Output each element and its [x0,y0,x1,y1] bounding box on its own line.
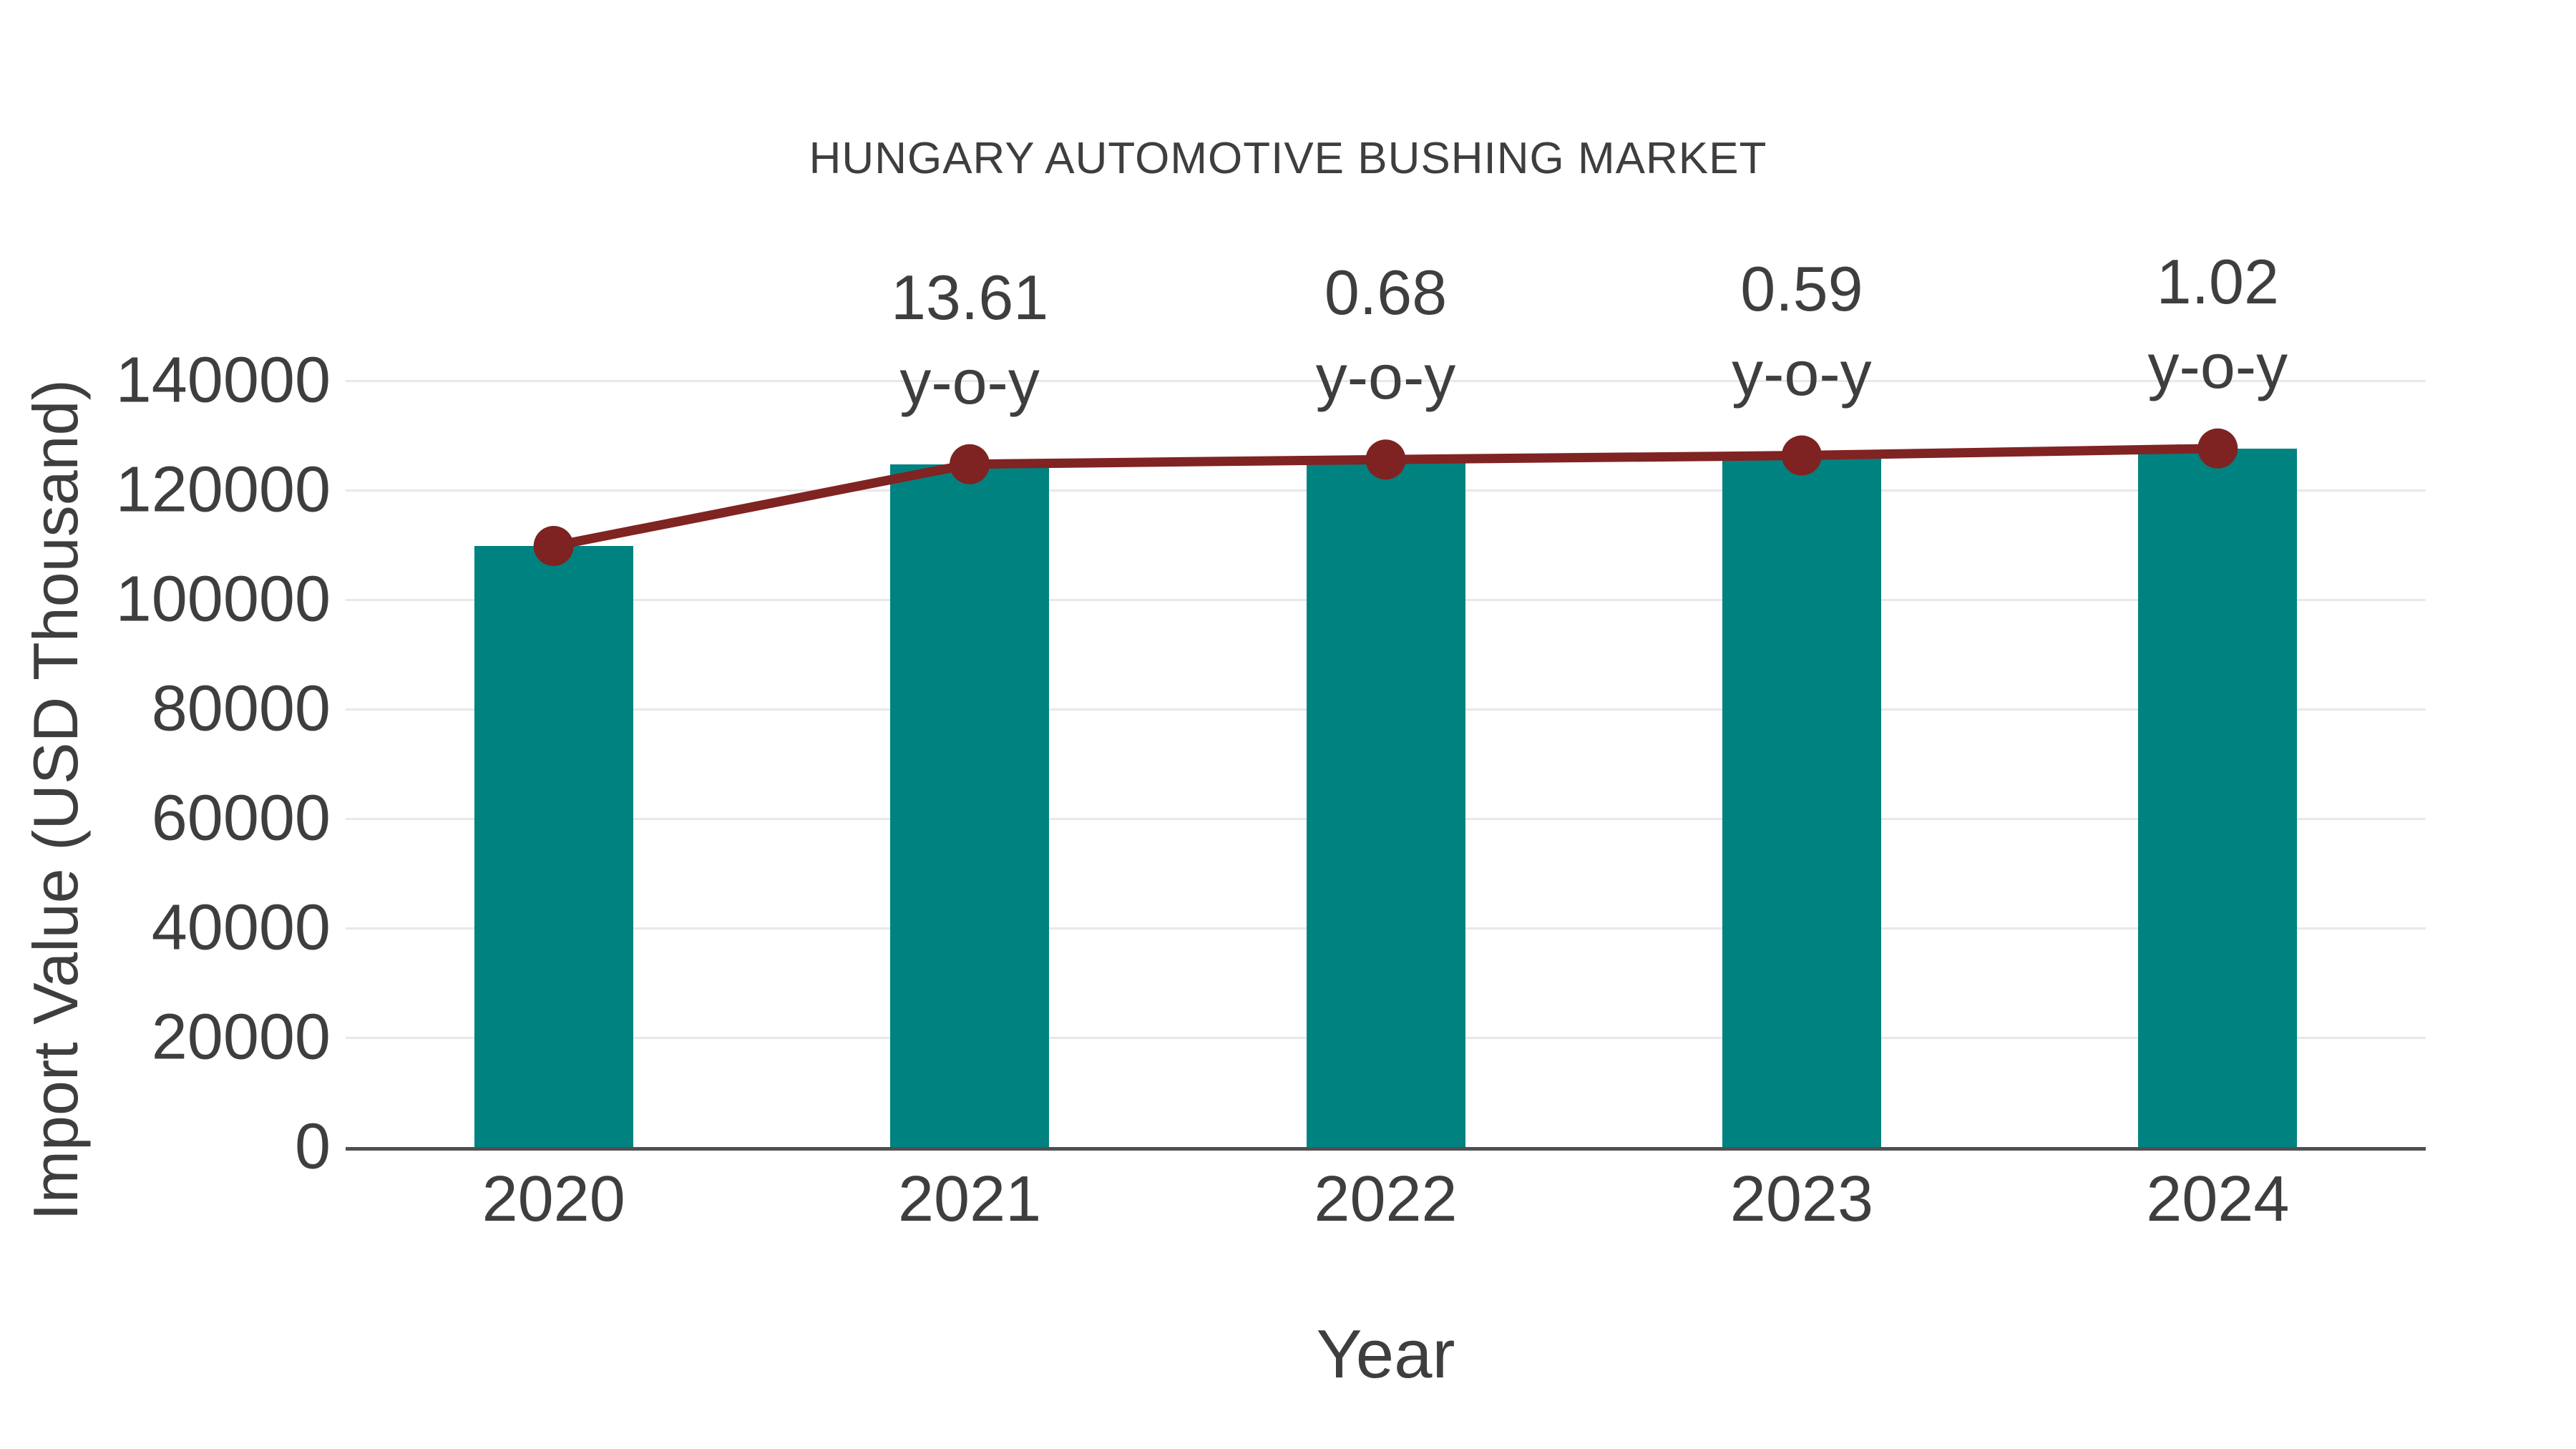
yoy-annotation-2021: 13.61 y-o-y [755,255,1184,424]
bar-2024 [2138,448,2298,1147]
yoy-annotation-2022: 0.68 y-o-y [1171,250,1601,419]
yoy-value-label: 13.61 [890,261,1049,333]
data-point-marker-2021 [950,444,990,484]
y-tick-label: 100000 [115,563,331,635]
yoy-unit-label: y-o-y [2147,330,2288,401]
data-point-marker-2022 [1365,439,1406,480]
chart-title: HUNGARY AUTOMOTIVE BUSHING MARKET [809,134,1767,183]
x-tick-label-2021: 2021 [897,1163,1042,1235]
data-point-marker-2020 [533,526,574,567]
bar-2020 [474,546,633,1147]
x-tick-label-2024: 2024 [2146,1163,2290,1235]
y-tick-label: 20000 [151,1001,331,1073]
gridline [346,379,2426,382]
y-axis-ticks: 0 20000 40000 60000 80000 100000 120000 140000 [0,345,331,1183]
x-axis-line [346,1147,2426,1151]
yoy-unit-label: y-o-y [1315,341,1456,413]
data-point-marker-2023 [1781,435,1822,476]
y-tick-label: 80000 [151,673,331,745]
bar-2023 [1722,455,1881,1147]
bar-2022 [1306,459,1465,1147]
data-point-marker-2024 [2197,428,2238,469]
y-tick-label: 0 [294,1111,331,1183]
y-tick-label: 40000 [151,892,331,964]
yoy-annotation-2024: 1.02 y-o-y [2003,240,2432,409]
trend-line-layer [533,428,2238,567]
x-tick-label-2022: 2022 [1314,1163,1458,1235]
yoy-value-label: 1.02 [2156,245,2279,317]
x-tick-label-2020: 2020 [482,1163,625,1235]
yoy-annotation-2023: 0.59 y-o-y [1587,247,2016,416]
y-tick-label: 140000 [115,344,331,416]
yoy-value-label: 0.68 [1324,257,1448,328]
x-tick-label-2023: 2023 [1729,1163,1873,1235]
yoy-unit-label: y-o-y [899,346,1040,417]
plot-area [346,379,2426,1147]
bar-2021 [890,464,1050,1147]
x-axis-title: Year [1316,1316,1455,1392]
y-tick-label: 60000 [151,782,331,854]
yoy-value-label: 0.59 [1740,253,1863,324]
y-tick-label: 120000 [115,454,331,526]
yoy-unit-label: y-o-y [1732,337,1872,409]
